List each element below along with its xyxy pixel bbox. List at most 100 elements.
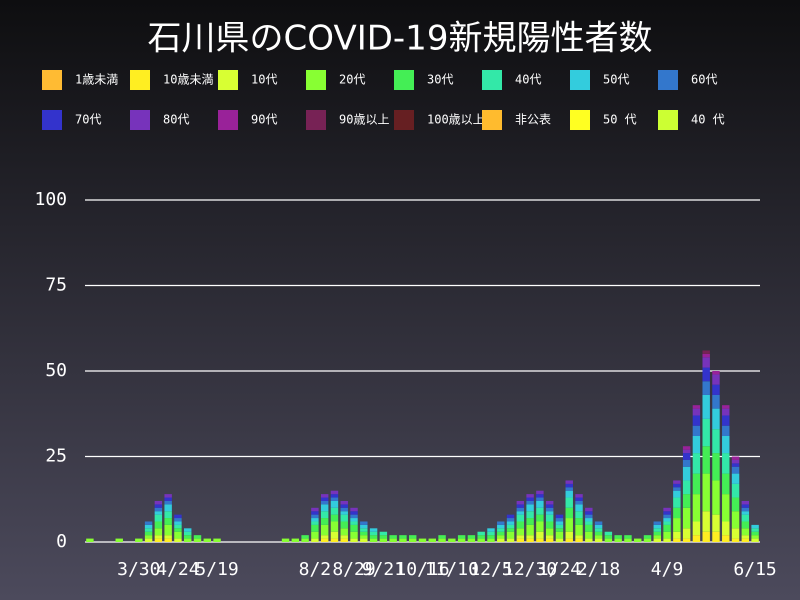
bar-segment xyxy=(682,507,691,529)
bar-segment xyxy=(575,535,583,539)
bar-segment xyxy=(340,535,348,539)
bar-segment xyxy=(555,521,564,525)
bar-segment xyxy=(702,394,710,419)
bar-segment xyxy=(203,538,211,542)
bar-segment xyxy=(575,518,583,525)
bar-segment xyxy=(663,524,671,532)
legend-label: 70代 xyxy=(75,113,101,127)
bar-segment xyxy=(722,415,730,426)
bar-segment xyxy=(457,535,466,539)
bar-segment xyxy=(164,524,172,536)
bar-segment xyxy=(663,511,671,515)
bar-segment xyxy=(575,500,583,505)
bar-segment xyxy=(643,535,652,539)
bar-segment xyxy=(565,497,573,508)
bar-segment xyxy=(389,535,397,539)
legend-swatch xyxy=(394,110,414,130)
bar-segment xyxy=(369,531,378,536)
bar-segment xyxy=(497,535,505,539)
bar-segment xyxy=(320,518,329,525)
legend-label: 40 代 xyxy=(691,113,725,127)
bar-segment xyxy=(702,446,710,474)
bar-segment xyxy=(340,521,348,529)
bar-segment xyxy=(575,494,583,498)
bar-segment xyxy=(741,514,750,522)
bar-segment xyxy=(330,507,339,515)
bar-segment xyxy=(301,538,309,542)
legend-swatch xyxy=(306,70,326,90)
bar-segment xyxy=(555,528,564,532)
bar-segment xyxy=(154,528,163,536)
bar-segment xyxy=(575,504,583,512)
bar-segment xyxy=(722,494,730,522)
legend-label: 50代 xyxy=(603,73,629,87)
bar-segment xyxy=(702,353,710,358)
bar-segment xyxy=(575,524,583,536)
bar-segment xyxy=(497,538,505,542)
bar-segment xyxy=(281,538,290,542)
bar-segment xyxy=(682,494,691,508)
bar-segment xyxy=(154,538,163,542)
x-tick-label: 4/9 xyxy=(651,559,684,580)
bar-segment xyxy=(722,521,730,536)
bar-segment xyxy=(565,490,573,498)
bar-segment xyxy=(751,524,759,529)
bar-segment xyxy=(360,531,368,536)
bar-segment xyxy=(154,500,163,505)
bar-segment xyxy=(741,500,750,505)
bar-segment xyxy=(673,487,681,491)
bar-segment xyxy=(692,408,701,416)
legend-label: 50 代 xyxy=(603,113,637,127)
bar-segment xyxy=(594,531,603,536)
bar-segment xyxy=(184,531,192,536)
bar-segment xyxy=(174,528,182,532)
bar-segment xyxy=(340,511,348,515)
bar-segment xyxy=(702,367,710,382)
bar-segment xyxy=(673,507,681,519)
bar-segment xyxy=(731,497,740,512)
bar-segment xyxy=(565,483,573,488)
bar-segment xyxy=(350,518,358,522)
bar-segment xyxy=(164,535,172,539)
bar-segment xyxy=(320,538,329,542)
bar-segment xyxy=(692,535,701,542)
bar-segment xyxy=(604,535,613,539)
x-tick-label: 8/2 xyxy=(299,559,332,580)
bar-segment xyxy=(311,511,319,515)
bar-segment xyxy=(731,463,740,467)
bar-segment xyxy=(712,384,720,395)
bar-segment xyxy=(722,535,730,542)
bar-segment xyxy=(320,494,329,498)
bar-segment xyxy=(311,521,319,525)
bar-segment xyxy=(448,538,456,542)
bar-segment xyxy=(174,521,182,525)
bar-segment xyxy=(712,408,720,430)
bar-segment xyxy=(399,538,407,542)
bar-segment xyxy=(516,507,525,512)
bar-segment xyxy=(184,535,192,539)
bar-segment xyxy=(702,511,710,532)
bar-segment xyxy=(144,524,153,529)
bar-segment xyxy=(536,531,544,539)
bar-segment xyxy=(340,500,348,505)
bar-segment xyxy=(438,535,446,539)
bar-segment xyxy=(594,535,603,539)
bar-segment xyxy=(526,538,534,542)
legend-label: 100歳以上 xyxy=(427,113,485,127)
bar-segment xyxy=(741,504,750,508)
bar-segment xyxy=(350,521,358,525)
bar-segment xyxy=(653,524,661,529)
bar-segment xyxy=(663,507,671,512)
bar-segment xyxy=(702,357,710,368)
bar-segment xyxy=(536,514,544,522)
bar-segment xyxy=(731,483,740,498)
bar-segment xyxy=(702,531,710,542)
bar-segment xyxy=(154,504,163,508)
bar-segment xyxy=(634,538,642,542)
bar-segment xyxy=(682,466,691,481)
x-tick-label: 1/24 xyxy=(538,559,581,580)
bar-segment xyxy=(526,535,534,539)
legend-swatch xyxy=(130,110,150,130)
